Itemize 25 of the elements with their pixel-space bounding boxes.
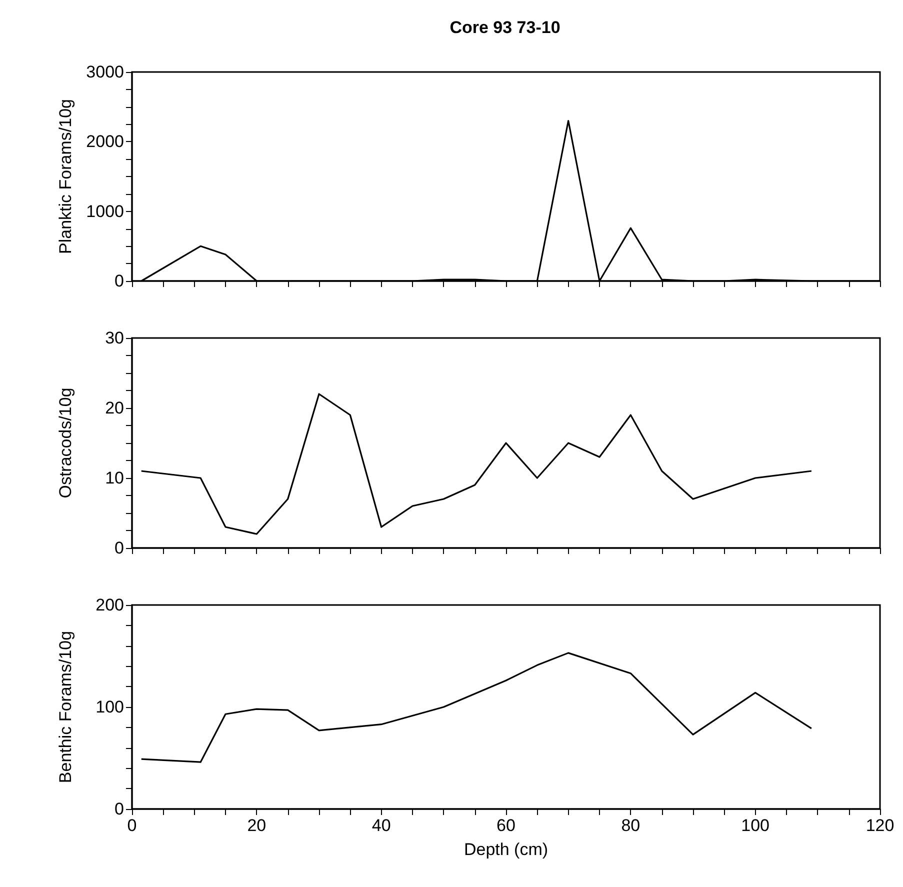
y-tick-label: 100 [96, 698, 124, 716]
y-axis-title: Ostracods/10g [56, 388, 75, 498]
y-tick-label: 0 [114, 800, 124, 818]
x-tick-label: 100 [741, 816, 770, 835]
line-series [140, 393, 812, 535]
y-tick-label: 3000 [86, 62, 124, 82]
x-tick-label: 120 [866, 816, 894, 835]
x-tick-label: 80 [621, 816, 640, 835]
y-tick-label: 20 [105, 398, 124, 418]
x-tick-label: 60 [496, 816, 516, 835]
y-tick-label: 10 [105, 468, 124, 488]
x-axis-title: Depth (cm) [464, 840, 548, 859]
y-tick-label: 0 [114, 272, 124, 290]
y-tick-label: 30 [105, 328, 124, 348]
y-tick-label: 0 [114, 538, 124, 558]
y-axis-title: Planktic Forams/10g [56, 99, 75, 254]
y-tick-label: 2000 [86, 132, 124, 152]
y-axis-title: Benthic Forams/10g [56, 630, 75, 784]
y-tick-label: 1000 [86, 202, 124, 221]
x-tick-label: 40 [372, 816, 391, 835]
x-tick-label: 0 [127, 816, 137, 835]
chart-title: Core 93 73-10 [450, 18, 560, 37]
x-tick-label: 20 [247, 816, 266, 835]
y-tick-label: 200 [96, 596, 124, 614]
line-series [140, 652, 812, 763]
